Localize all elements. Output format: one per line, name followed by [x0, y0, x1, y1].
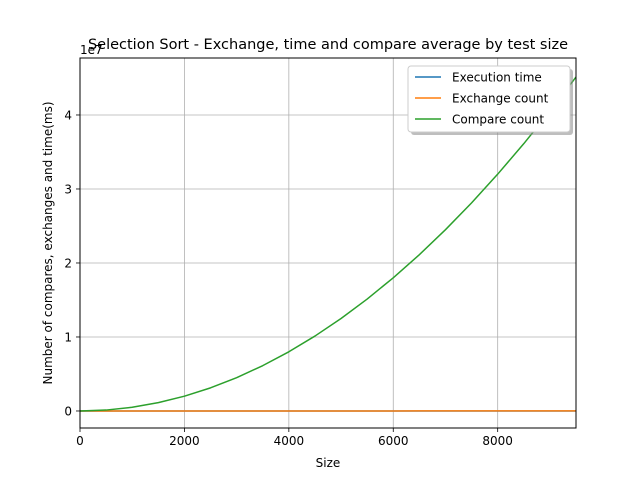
- y-axis-label: Number of compares, exchanges and time(m…: [41, 101, 55, 384]
- legend-label: Compare count: [452, 113, 544, 127]
- y-tick-label: 3: [64, 182, 72, 196]
- legend: Execution time Exchange count Compare coun…: [407, 65, 573, 135]
- y-tick-label: 4: [64, 108, 72, 122]
- x-tick-label: 0: [76, 434, 84, 448]
- legend-label: Exchange count: [452, 92, 549, 106]
- y-offset-label: 1e7: [80, 43, 103, 57]
- y-tick-label: 2: [64, 256, 72, 270]
- x-tick-label: 2000: [169, 434, 200, 448]
- legend-box: [407, 65, 571, 133]
- legend-label: Execution time: [452, 71, 542, 85]
- x-tick-label: 4000: [274, 434, 305, 448]
- plot-area: [80, 75, 576, 412]
- x-axis-label: Size: [316, 456, 341, 470]
- x-tick-label: 8000: [482, 434, 513, 448]
- y-tick-label: 0: [64, 404, 72, 418]
- ticks: 0 2000 4000 6000 8000 0 1 2 3 4: [64, 108, 513, 448]
- chart-title: Selection Sort - Exchange, time and comp…: [88, 37, 568, 53]
- plot-frame: [79, 57, 577, 429]
- series-line-compare-count: [80, 75, 576, 412]
- y-tick-label: 1: [64, 330, 72, 344]
- x-tick-label: 6000: [378, 434, 409, 448]
